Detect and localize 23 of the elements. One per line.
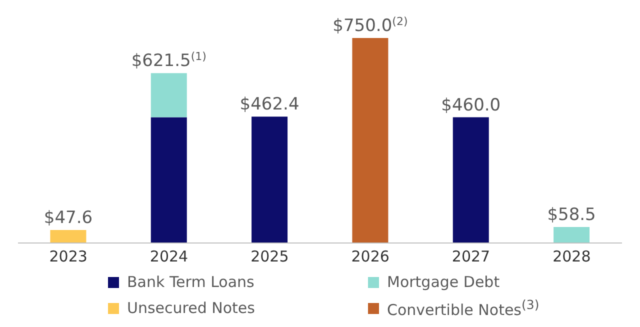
data-label: $750.0$^{(2)}$ bbox=[332, 14, 408, 36]
x-tick-label: 2026 bbox=[351, 248, 390, 266]
bar bbox=[252, 116, 288, 243]
x-tick-label: 2025 bbox=[250, 248, 289, 266]
legend-label: Mortgage Debt bbox=[387, 273, 500, 291]
bar bbox=[150, 73, 187, 118]
data-label: $462.4 bbox=[240, 94, 300, 115]
bar bbox=[452, 117, 489, 243]
legend-label: Unsecured Notes bbox=[127, 299, 255, 317]
bar bbox=[554, 227, 590, 243]
bar bbox=[352, 38, 388, 243]
legend-label: Bank Term Loans bbox=[127, 273, 254, 291]
data-label: $47.6 bbox=[44, 208, 93, 228]
data-label: $460.0 bbox=[441, 95, 501, 116]
x-tick-label: 2027 bbox=[452, 248, 490, 266]
bar bbox=[150, 117, 187, 243]
total-label: $621.5$^{(1)}$ bbox=[131, 50, 206, 72]
data-label: $58.5 bbox=[547, 205, 596, 226]
bar bbox=[50, 230, 86, 243]
x-tick-label: 2023 bbox=[49, 248, 88, 266]
x-tick-label: 2028 bbox=[552, 248, 591, 266]
x-tick-label: 2024 bbox=[150, 248, 188, 266]
legend-label: Convertible Notes$^{(3)}$ bbox=[387, 297, 540, 319]
